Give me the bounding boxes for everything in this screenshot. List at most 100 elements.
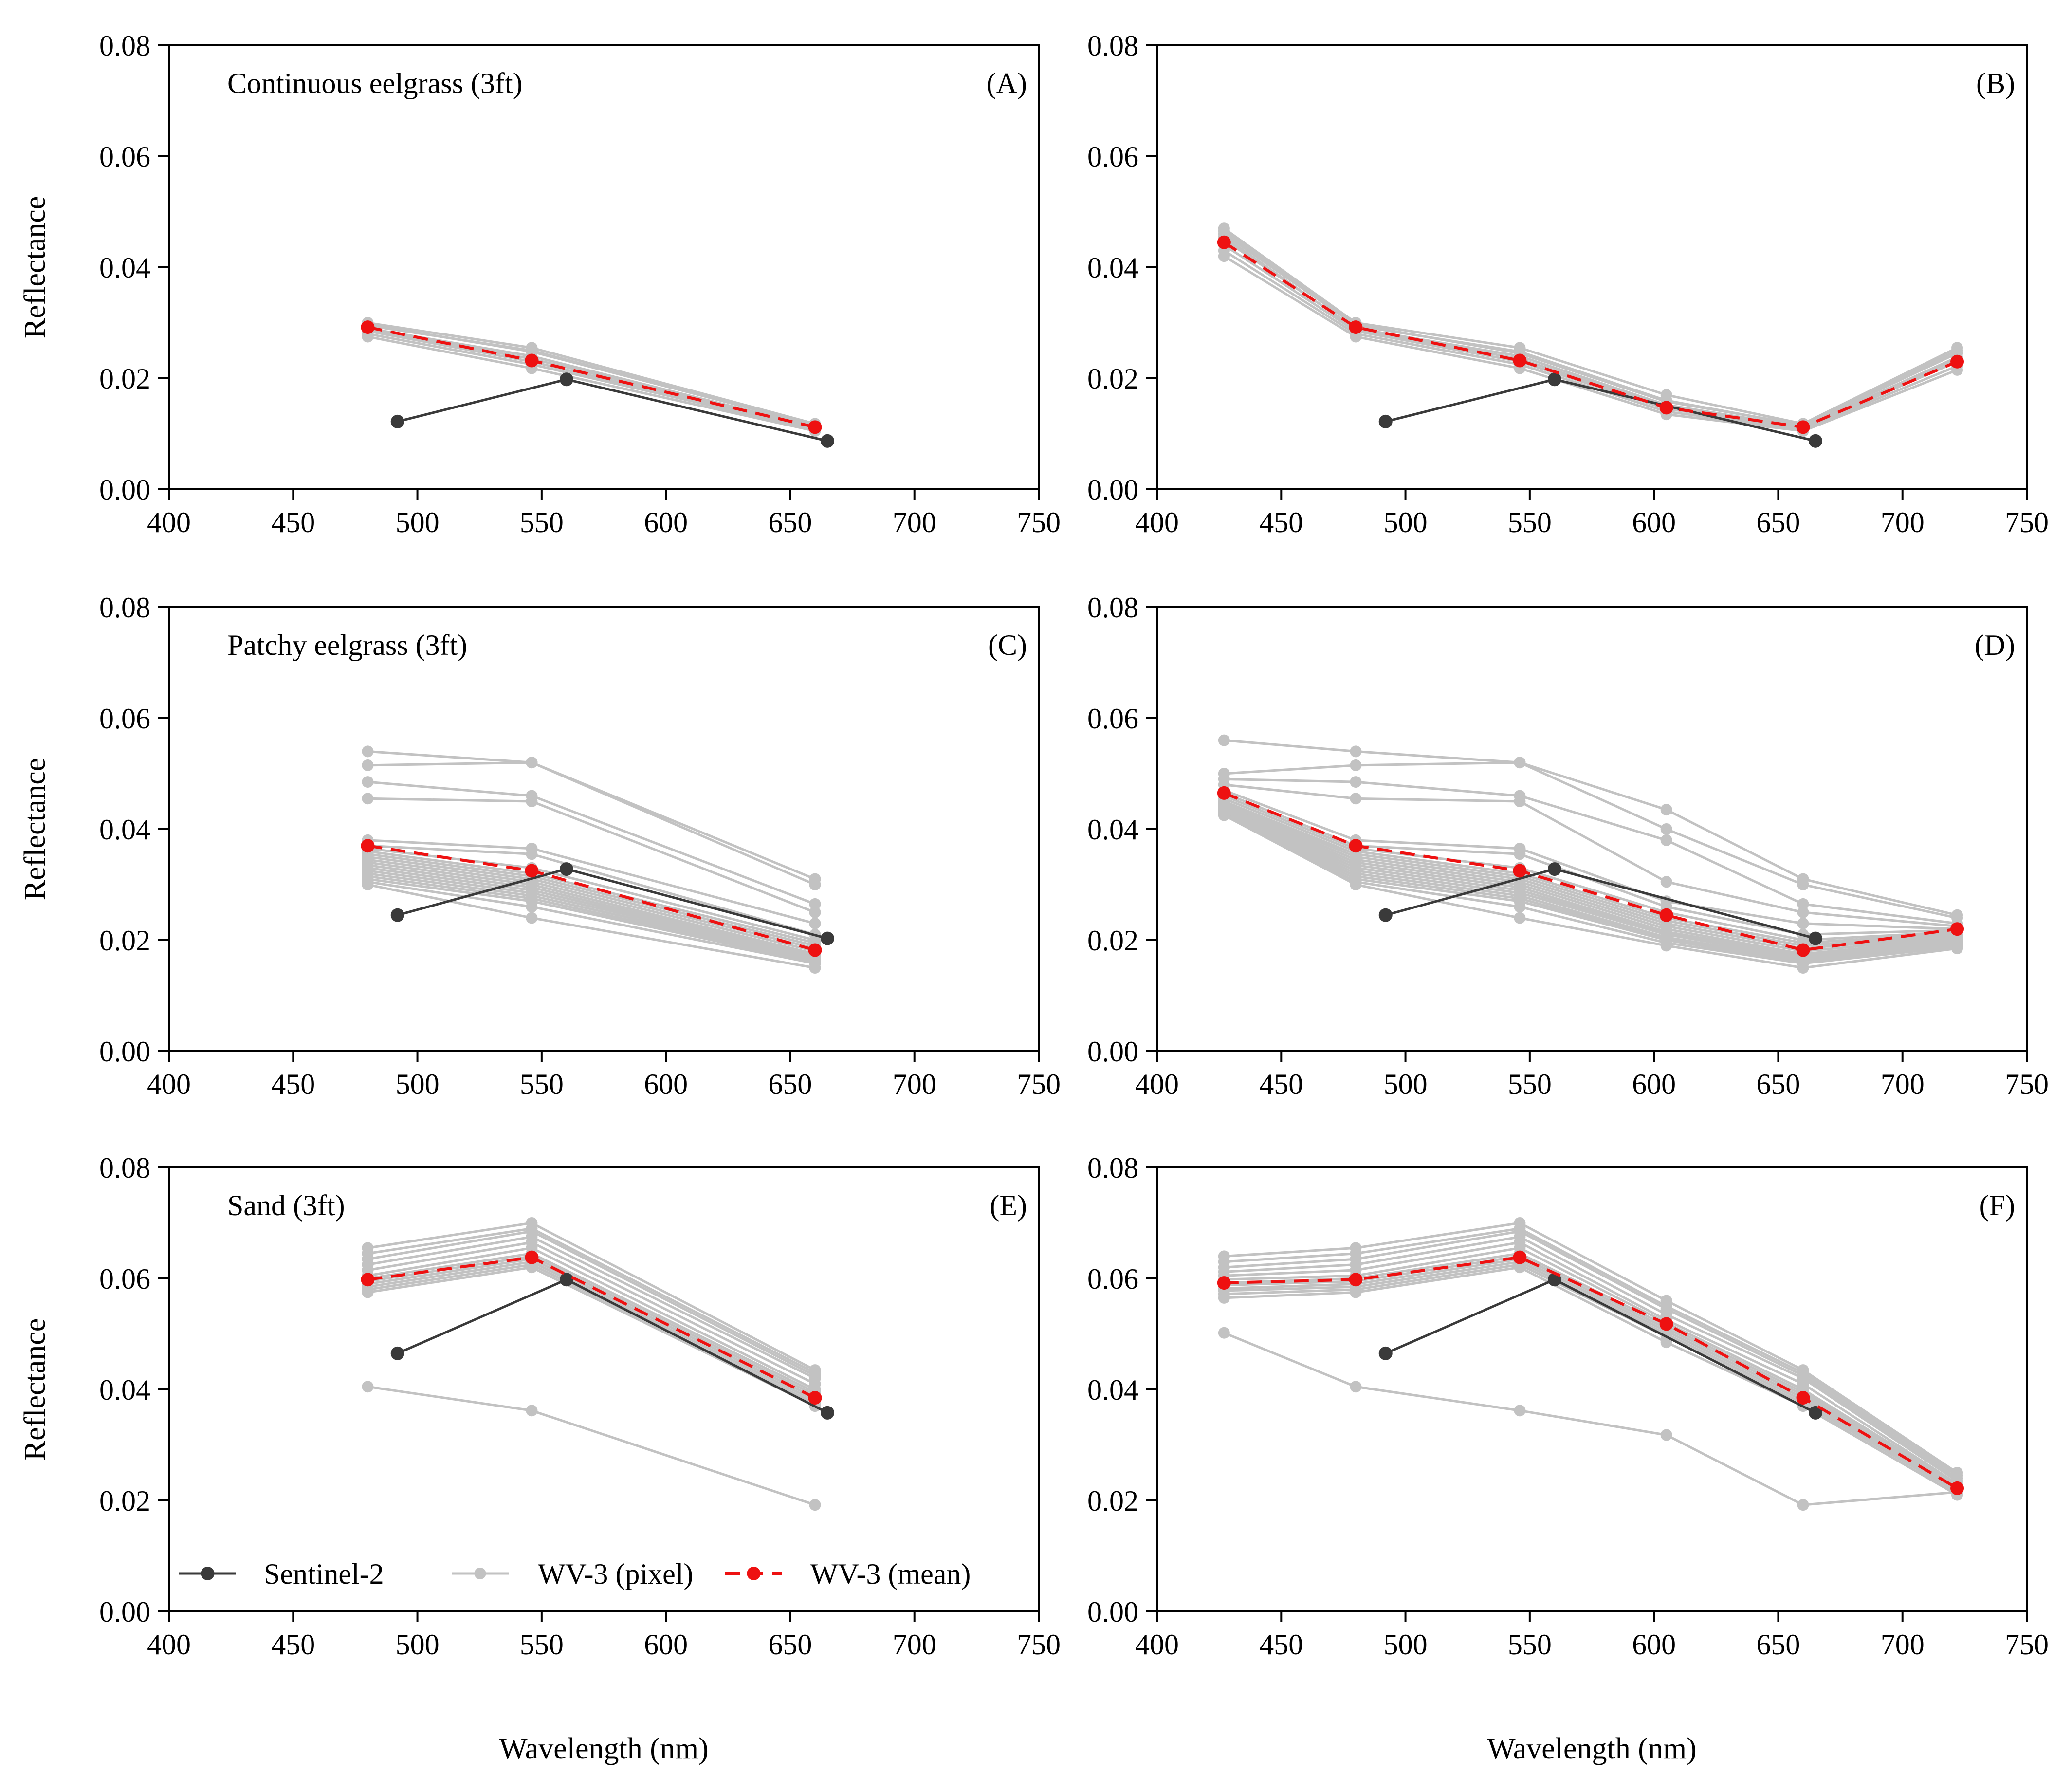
x-tick-label: 400 <box>147 1629 191 1661</box>
x-tick-label: 600 <box>1632 1068 1676 1100</box>
wv3-pixel-point <box>1218 250 1230 262</box>
wv3-pixel-line <box>1224 1241 1958 1485</box>
wv3-pixel-point <box>1797 907 1809 918</box>
wv3-pixel-line <box>1224 1255 1958 1490</box>
wv3-pixel-point <box>1797 879 1809 890</box>
wv3-mean-point <box>361 839 375 853</box>
x-tick-label: 550 <box>520 1629 564 1661</box>
wv3-pixel-point <box>1797 917 1809 929</box>
sentinel2-point <box>1809 931 1823 945</box>
y-tick-label: 0.04 <box>99 1374 150 1406</box>
x-tick-label: 750 <box>2005 1068 2049 1100</box>
sentinel2-series <box>1378 862 1823 945</box>
legend: Sentinel-2 WV-3 (pixel) WV-3 (mean) <box>179 1558 971 1590</box>
wv3-pixel-point <box>1514 912 1526 924</box>
wv3-mean-point <box>1513 864 1527 878</box>
wv3-pixel-point <box>1350 879 1362 890</box>
wv3-pixel-point <box>362 793 374 805</box>
panel-B: 400 450 500 550 600 650 700 750 0.00 0.02 0.04 0.06… <box>1087 30 2049 538</box>
wv3-pixel-point <box>362 745 374 758</box>
x-tick-label: 650 <box>768 506 812 538</box>
y-tick-label: 0.08 <box>99 592 150 624</box>
wv3-pixel-point <box>1218 225 1230 237</box>
wv3-pixel-series <box>362 1217 821 1511</box>
wv3-mean-series <box>361 1250 822 1405</box>
wv3-pixel-line <box>1223 808 1958 960</box>
wv3-pixel-series <box>1218 734 1963 974</box>
wv3-mean-point <box>361 320 375 334</box>
x-tick-label: 650 <box>768 1629 812 1661</box>
legend-item-s2: Sentinel-2 <box>179 1558 384 1590</box>
x-tick-label: 400 <box>147 1068 191 1100</box>
wv3-mean-point <box>1513 353 1527 368</box>
wv3-mean-point <box>1950 1481 1964 1495</box>
panel-tag: (F) <box>1980 1189 2015 1222</box>
y-tick-label: 0.02 <box>1087 1485 1138 1517</box>
wv3-pixel-line <box>1224 783 1958 927</box>
x-tick-label: 550 <box>520 1068 564 1100</box>
wv3-pixel-point <box>1514 901 1526 913</box>
wv3-pixel-point <box>809 907 821 918</box>
x-tick-label: 600 <box>644 1068 688 1100</box>
y-tick-label: 0.06 <box>1087 141 1138 173</box>
wv3-mean-point <box>1217 235 1231 249</box>
wv3-mean-point <box>1659 1317 1673 1331</box>
y-tick-label: 0.04 <box>99 252 150 284</box>
y-axis-label: Reflectance <box>18 196 52 339</box>
y-tick-label: 0.02 <box>99 363 150 395</box>
panel-C: 400 450 500 550 600 650 700 750 0.00 0.02 0.04 0.06… <box>18 592 1061 1100</box>
sentinel2-point <box>390 414 404 428</box>
wv3-pixel-line <box>1223 800 1958 947</box>
wv3-pixel-point <box>1350 759 1362 771</box>
sentinel2-point <box>559 1273 573 1287</box>
wv3-pixel-line <box>1223 797 1958 944</box>
x-axis-label: Wavelength (nm) <box>499 1732 709 1765</box>
x-tick-label: 450 <box>271 1629 315 1661</box>
wv3-pixel-series <box>1218 222 1963 437</box>
wv3-pixel-point <box>362 759 374 771</box>
x-tick-label: 450 <box>1259 1068 1303 1100</box>
y-tick-label: 0.06 <box>1087 1263 1138 1295</box>
wv3-mean-point <box>525 353 539 368</box>
wv3-mean-series <box>1217 1250 1964 1495</box>
wv3-pixel-line <box>1223 789 1958 930</box>
wv3-pixel-point <box>362 1286 374 1298</box>
x-tick-label: 600 <box>1632 1629 1676 1661</box>
y-tick-label: 0.04 <box>1087 1374 1138 1406</box>
wv3-mean-series <box>361 320 822 434</box>
x-tick-label: 500 <box>396 1068 440 1100</box>
x-tick-label: 550 <box>1508 1068 1552 1100</box>
wv3-pixel-point <box>1951 943 1963 955</box>
wv3-pixel-line <box>1223 814 1958 969</box>
wv3-pixel-point <box>1514 1405 1526 1417</box>
panel-tag: (A) <box>987 67 1027 99</box>
y-tick-label: 0.02 <box>99 1485 150 1517</box>
y-tick-label: 0.08 <box>99 30 150 62</box>
legend-label: Sentinel-2 <box>264 1558 384 1590</box>
legend-item-mean: WV-3 (mean) <box>725 1558 971 1590</box>
x-tick-label: 500 <box>396 1629 440 1661</box>
panel-F: 400 450 500 550 600 650 700 750 0.00 0.02 0.04 0.06… <box>1087 1152 2049 1765</box>
sentinel2-point <box>390 908 404 922</box>
wv3-mean-series <box>1217 235 1964 434</box>
wv3-pixel-series <box>362 317 821 437</box>
wv3-pixel-point <box>526 912 538 924</box>
y-tick-label: 0.00 <box>1087 1596 1138 1628</box>
x-tick-label: 450 <box>271 1068 315 1100</box>
wv3-mean-line <box>1224 1256 1958 1490</box>
y-tick-label: 0.02 <box>1087 363 1138 395</box>
wv3-pixel-point <box>1218 1327 1230 1339</box>
panel-title: Patchy eelgrass (3ft) <box>227 629 467 661</box>
wv3-mean-point <box>1659 908 1673 922</box>
y-tick-label: 0.08 <box>99 1152 150 1184</box>
wv3-pixel-point <box>1350 745 1362 758</box>
wv3-pixel-point <box>526 848 538 860</box>
x-tick-label: 650 <box>1756 1629 1800 1661</box>
y-tick-label: 0.08 <box>1087 592 1138 624</box>
sentinel2-point <box>1809 1406 1823 1420</box>
y-tick-label: 0.06 <box>99 703 150 735</box>
wv3-mean-point <box>361 1273 375 1287</box>
panel-tag: (C) <box>988 629 1027 661</box>
x-tick-label: 650 <box>768 1068 812 1100</box>
wv3-pixel-point <box>1797 898 1809 910</box>
